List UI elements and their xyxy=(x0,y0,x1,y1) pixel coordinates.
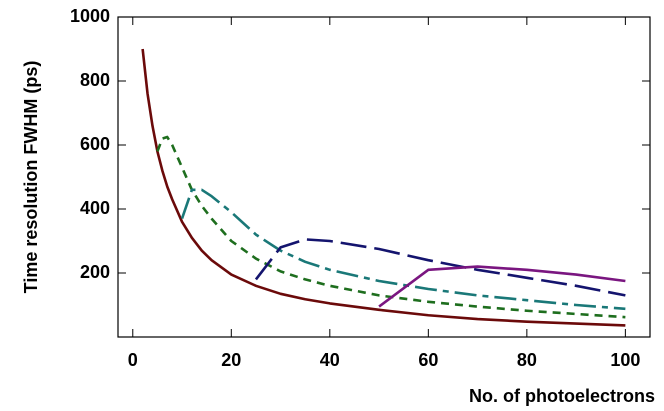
plot-frame xyxy=(117,16,651,338)
y-tick-label: 800 xyxy=(80,70,110,90)
y-axis-label: Time resolution FWHM (ps) xyxy=(21,61,41,294)
x-tick-label: 60 xyxy=(418,350,438,370)
y-tick-label: 600 xyxy=(80,134,110,154)
series-line xyxy=(156,135,626,319)
series-line xyxy=(180,188,626,311)
series-line xyxy=(378,265,626,308)
y-tick-label: 200 xyxy=(80,262,110,282)
x-axis-label: No. of photoelectrons xyxy=(469,386,655,406)
y-tick-label: 400 xyxy=(80,198,110,218)
x-tick-label: 0 xyxy=(128,350,138,370)
x-tick-label: 20 xyxy=(221,350,241,370)
y-tick-label: 1000 xyxy=(70,6,110,26)
x-tick-label: 100 xyxy=(610,350,640,370)
series-line xyxy=(141,48,626,327)
series-line xyxy=(254,238,626,297)
x-tick-label: 80 xyxy=(517,350,537,370)
x-tick-label: 40 xyxy=(320,350,340,370)
